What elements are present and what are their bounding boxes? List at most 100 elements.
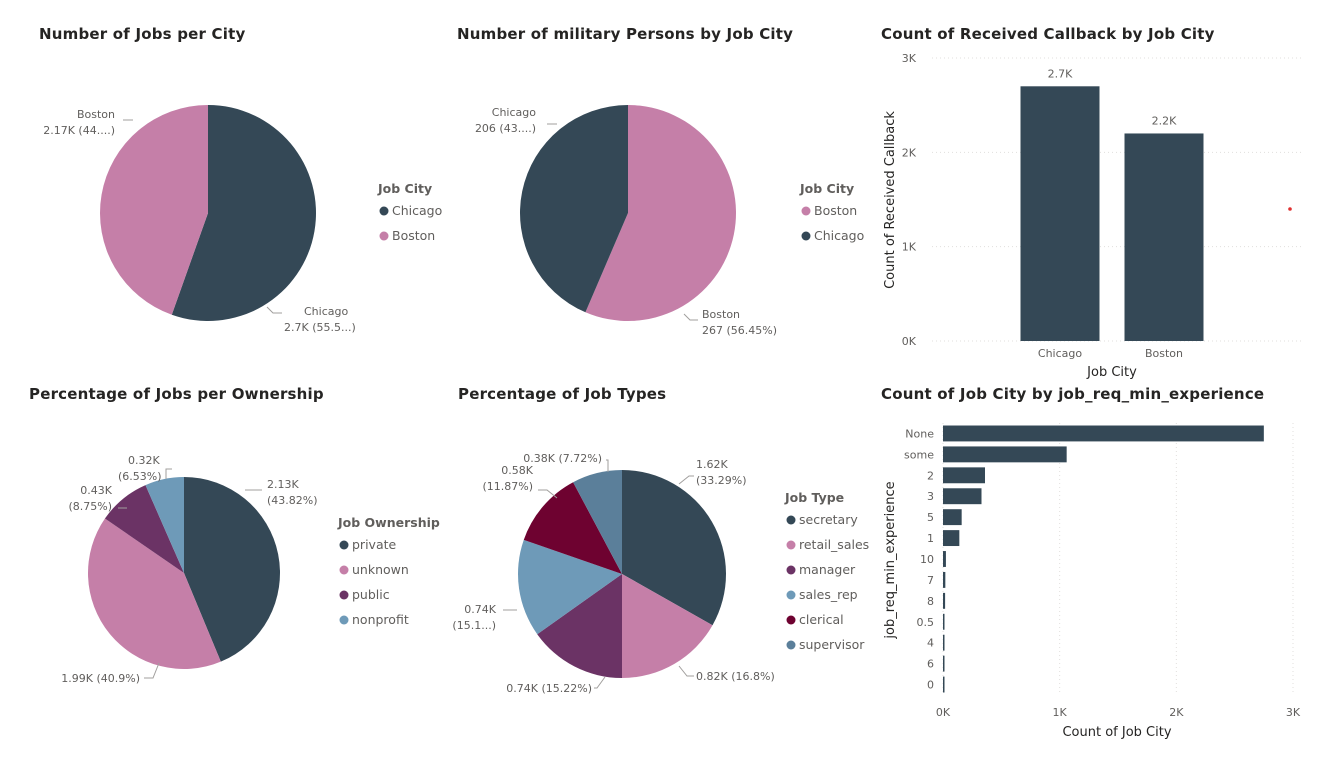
x-tick-label-chicago: Chicago [1038, 347, 1082, 360]
legend-title: Job Type [784, 490, 844, 505]
pie-slice-retail-sales [622, 574, 713, 678]
legend-title: Job City [377, 181, 432, 196]
chart-title: Percentage of Job Types [458, 385, 667, 403]
panel-military-by-city: Number of military Persons by Job City B… [440, 0, 870, 370]
bar-value-label-boston: 2.2K [1152, 114, 1177, 127]
pie-slice-sales-rep [518, 539, 622, 635]
panel-jobs-per-ownership: Percentage of Jobs per Ownership 2.13K (4… [0, 380, 440, 765]
legend-marker-public [339, 590, 349, 600]
legend-marker-chicago [801, 231, 811, 241]
y-axis-title: job_req_min_experience [883, 481, 898, 639]
leader-line-manager [594, 676, 606, 689]
leader-line-clerical [538, 489, 558, 499]
bar-6 [943, 655, 945, 672]
bar-4 [943, 634, 945, 651]
data-label-nonprofit: (6.53%) [118, 470, 162, 483]
data-label-boston: Boston [702, 308, 740, 321]
panel-callback-by-city: Count of Received Callback by Job City 0… [870, 0, 1326, 380]
bar-2 [943, 467, 985, 484]
legend-marker-boston [379, 231, 389, 241]
legend-item-chicago: Chicago [814, 228, 864, 243]
data-label-chicago: 206 (43....) [475, 122, 536, 135]
pie-slice-boston [100, 105, 208, 315]
pie-slice-unknown [88, 518, 221, 669]
data-label-manager: 0.74K (15.22%) [506, 682, 592, 695]
pie-slice-private [184, 477, 280, 662]
bar-0 [943, 676, 945, 693]
pie-chart-jobs-per-ownership: 2.13K (43.82%) 1.99K (40.9%) 0.43K (8.75%) 0.… [61, 454, 440, 685]
data-label-boston: 2.17K (44....) [43, 124, 115, 137]
legend-marker-private [339, 540, 349, 550]
x-axis-title: Job City [1086, 365, 1137, 380]
pie-slice-clerical [523, 482, 622, 574]
x-tick-label-boston: Boston [1145, 347, 1183, 360]
data-label-clerical: (11.87%) [482, 480, 533, 493]
legend-item-unknown: unknown [352, 562, 409, 577]
y-tick-label-1: 1 [927, 532, 934, 545]
data-label-sales-rep: (15.1...) [452, 619, 496, 632]
legend-marker-clerical [786, 615, 796, 625]
leader-line-chicago [266, 306, 282, 314]
pie-slice-boston [585, 105, 737, 321]
data-label-sales-rep: 0.74K [464, 603, 496, 616]
pie-slice-nonprofit [145, 477, 184, 573]
pie-slice-manager [537, 574, 622, 678]
chart-title: Number of Jobs per City [39, 25, 246, 43]
legend-item-private: private [352, 537, 397, 552]
data-label-private: (43.82%) [267, 494, 318, 507]
legend-marker-secretary [786, 515, 796, 525]
bar-0-5 [943, 613, 945, 630]
pie-slice-supervisor [573, 470, 622, 574]
legend-item-secretary: secretary [799, 512, 858, 527]
y-tick-label: 0K [902, 335, 917, 348]
chart-title: Count of Received Callback by Job City [881, 25, 1215, 43]
leader-line-unknown [144, 662, 160, 679]
legend-item-public: public [352, 587, 390, 602]
red-dot-marker [1288, 207, 1292, 211]
pie-chart-job-types: 1.62K (33.29%) 0.82K (16.8%) 0.74K (15.22%)… [452, 452, 869, 695]
data-label-public: 0.43K [80, 484, 112, 497]
y-tick-label: 2K [902, 146, 917, 159]
bar-chart-experience: 0K 1K 2K 3K None some 2 3 5 1 10 7 8 0.5 4 6 0 Count of J… [883, 423, 1301, 740]
y-tick-label-some: some [904, 448, 934, 461]
y-tick-label: 1K [902, 241, 917, 254]
x-tick-label: 1K [1053, 706, 1068, 719]
bar-3 [943, 488, 982, 505]
data-label-nonprofit: 0.32K [128, 454, 160, 467]
bar-some [943, 446, 1067, 463]
leader-line-boston [683, 313, 698, 321]
data-label-unknown: 1.99K (40.9%) [61, 672, 140, 685]
data-label-clerical: 0.58K [501, 464, 533, 477]
data-label-chicago: Chicago [304, 305, 348, 318]
bar-10 [943, 551, 946, 567]
legend-item-nonprofit: nonprofit [352, 612, 409, 627]
bar-8 [943, 592, 946, 609]
legend-marker-retail-sales [786, 540, 796, 550]
y-tick-label-5: 5 [927, 511, 934, 524]
legend-title: Job City [799, 181, 854, 196]
pie-chart-jobs-per-city: Chicago 2.7K (55.5...) Boston 2.17K (44....… [43, 105, 442, 334]
y-tick-label-none: None [905, 427, 934, 440]
x-tick-label: 3K [1286, 706, 1301, 719]
bar-chicago [1020, 86, 1100, 341]
chart-title: Number of military Persons by Job City [457, 25, 794, 43]
legend-item-boston: Boston [814, 203, 857, 218]
legend-marker-boston [801, 206, 811, 216]
chart-title: Count of Job City by job_req_min_experie… [881, 385, 1265, 403]
bar-5 [943, 509, 962, 526]
legend-marker-chicago [379, 206, 389, 216]
leader-line-supervisor [606, 459, 609, 472]
data-label-secretary: 1.62K [696, 458, 728, 471]
bar-value-label-chicago: 2.7K [1048, 67, 1073, 80]
pie-slice-chicago [520, 105, 628, 313]
y-tick-label-8: 8 [927, 595, 934, 608]
panel-job-types: Percentage of Job Types 1.62K (33.29%) 0.8… [440, 380, 870, 765]
bar-boston [1124, 133, 1204, 341]
legend-marker-manager [786, 565, 796, 575]
y-tick-label-3: 3 [927, 490, 934, 503]
leader-line-secretary [678, 475, 694, 485]
bar-none [943, 425, 1264, 442]
data-label-chicago: 2.7K (55.5...) [284, 321, 356, 334]
data-label-private: 2.13K [267, 478, 299, 491]
data-label-boston: 267 (56.45%) [702, 324, 777, 337]
